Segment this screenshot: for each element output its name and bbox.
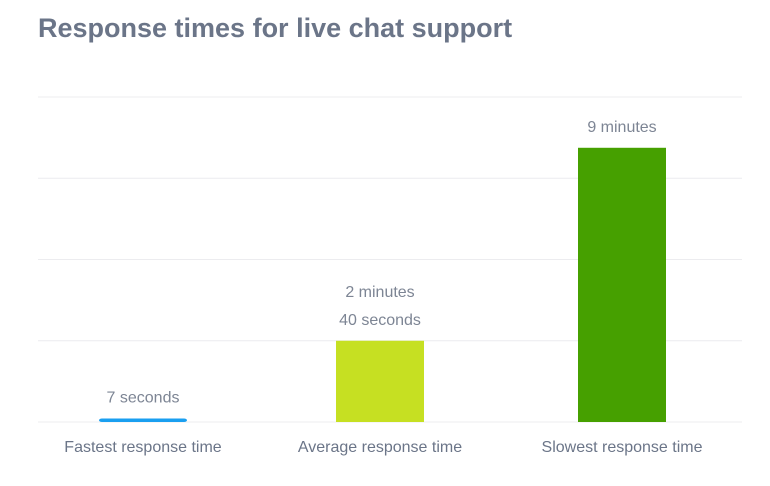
bar bbox=[578, 147, 666, 422]
bar bbox=[336, 340, 424, 422]
x-tick-label: Average response time bbox=[298, 439, 462, 456]
value-label: 2 minutes bbox=[345, 284, 414, 301]
value-label: 7 seconds bbox=[107, 390, 180, 407]
bar bbox=[99, 418, 187, 422]
x-tick-label: Slowest response time bbox=[542, 439, 703, 456]
chart-title: Response times for live chat support bbox=[38, 13, 512, 43]
x-tick-label: Fastest response time bbox=[64, 439, 222, 456]
value-label: 40 seconds bbox=[339, 312, 421, 329]
value-label: 9 minutes bbox=[587, 119, 656, 136]
